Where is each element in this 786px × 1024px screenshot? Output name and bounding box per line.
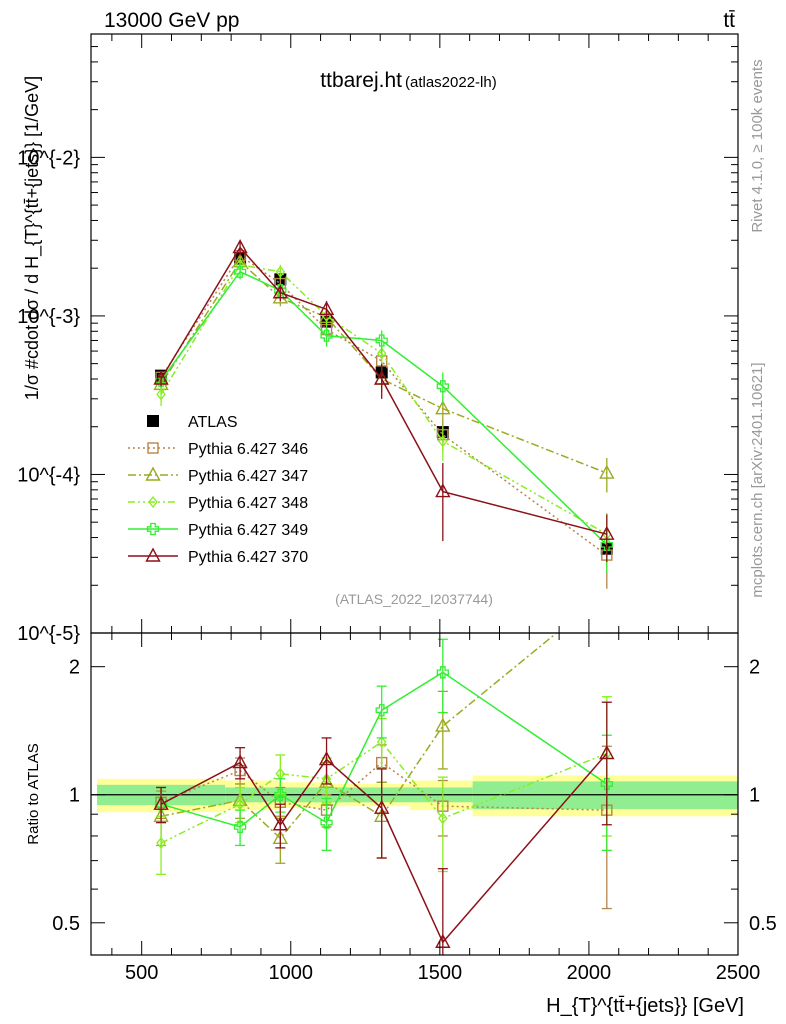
- data-point: [318, 300, 335, 316]
- x-tick-label: 1500: [418, 962, 463, 984]
- series-pythia-6.427-370: [153, 239, 615, 563]
- legend-marker: [147, 442, 159, 454]
- ratio-y-tick-label-right: 2: [749, 657, 760, 679]
- ratio-point: [274, 788, 287, 801]
- process-label: tt̄: [723, 9, 735, 32]
- data-point: [154, 374, 168, 387]
- ratio-point: [375, 704, 388, 717]
- data-point: [435, 483, 451, 498]
- legend-marker: [148, 495, 158, 509]
- source-label: mcplots.cern.ch [arXiv:2401.10621]: [749, 362, 766, 597]
- legend-label: Pythia 6.427 348: [188, 495, 308, 512]
- ratio-point: [436, 666, 449, 679]
- energy-label: 13000 GeV pp: [104, 9, 239, 32]
- ratio-y-tick-label: 0.5: [52, 913, 80, 935]
- data-point: [437, 435, 448, 448]
- series-line: [160, 246, 607, 535]
- data-point: [599, 464, 615, 479]
- data-point: [232, 239, 248, 254]
- ratio-point: [376, 736, 387, 749]
- ratio-point: [600, 777, 613, 791]
- main-panel: 10^{-2}10^{-3}10^{-4}10^{-5} ttbarej.ht …: [17, 33, 739, 645]
- legend-marker: [145, 547, 161, 562]
- ratio-point: [232, 754, 248, 769]
- legend: ATLAS Pythia 6.427 346 Pythia 6.427 347 Pyt…: [128, 414, 308, 566]
- x-tick-label: 2500: [716, 962, 761, 984]
- x-axis-label: H_{T}^{tt̄+{jets}} [GeV]: [546, 995, 744, 1017]
- ratio-series-pythia-6.427-370: [153, 701, 615, 955]
- legend-label: ATLAS: [188, 414, 238, 431]
- ratio-point: [320, 816, 333, 829]
- ratio-point: [153, 795, 169, 810]
- ratio-point: [272, 816, 289, 831]
- legend-label: Pythia 6.427 346: [188, 441, 308, 458]
- data-point: [375, 334, 388, 347]
- data-point: [376, 347, 387, 360]
- y-tick-label: 10^{-5}: [17, 623, 80, 645]
- data-point: [272, 289, 289, 304]
- ratio-point: [318, 751, 335, 766]
- data-point: [374, 370, 390, 385]
- data-point: [436, 380, 449, 393]
- rivet-version-label: Rivet 4.1.0, ≥ 100k events: [749, 59, 766, 232]
- y-tick-label: 10^{-4}: [17, 464, 80, 486]
- y-tick-label: 10^{-2}: [17, 147, 80, 169]
- legend-marker: [145, 466, 161, 481]
- series-line: [160, 264, 608, 535]
- legend-marker: [147, 415, 159, 427]
- legend-marker: [146, 522, 160, 536]
- data-point: [600, 538, 613, 551]
- data-point: [233, 265, 247, 278]
- ratio-point: [156, 836, 166, 850]
- data-point: [272, 284, 289, 299]
- data-point: [275, 265, 286, 278]
- x-tick-label: 1000: [269, 962, 314, 984]
- data-point: [320, 329, 333, 342]
- legend-label: Pythia 6.427 370: [188, 549, 308, 566]
- ratio-y-tick-label-right: 0.5: [749, 913, 777, 935]
- watermark: (ATLAS_2022_I2037744): [335, 591, 493, 607]
- x-tick-label: 500: [125, 962, 158, 984]
- ratio-point: [437, 812, 448, 825]
- ratio-point: [599, 745, 615, 760]
- chart-subtitle: (atlas2022-lh): [405, 74, 497, 91]
- ratio-point: [374, 799, 390, 814]
- data-point: [156, 388, 166, 401]
- ratio-y-tick-label: 1: [69, 785, 80, 807]
- ratio-y-axis-label: Ratio to ATLAS: [25, 743, 42, 844]
- ratio-panel: 0.5 0.51 12 2500 1000 1500 2000 2500 Ratio to A…: [25, 632, 777, 1017]
- x-tick-label: 2000: [567, 962, 612, 984]
- main-y-axis-label: 1/σ #cdot dσ / d H_{T}^{tt̄+{jets}} [1/G…: [22, 76, 43, 400]
- legend-label: Pythia 6.427 349: [188, 522, 308, 539]
- data-point: [599, 525, 615, 540]
- ratio-point: [435, 717, 451, 732]
- ratio-y-tick-label: 2: [69, 657, 80, 679]
- data-point: [274, 284, 287, 297]
- data-point: [153, 370, 169, 385]
- ratio-y-tick-label-right: 1: [749, 785, 760, 807]
- ratio-point: [235, 798, 245, 811]
- ratio-frame: [90, 632, 739, 956]
- y-tick-label: 10^{-3}: [17, 306, 80, 328]
- chart-title: ttbarej.ht: [320, 69, 402, 92]
- ratio-point: [233, 820, 247, 834]
- legend-label: Pythia 6.427 347: [188, 468, 308, 485]
- data-point: [435, 400, 451, 415]
- series-pythia-6.427-348: [156, 257, 612, 565]
